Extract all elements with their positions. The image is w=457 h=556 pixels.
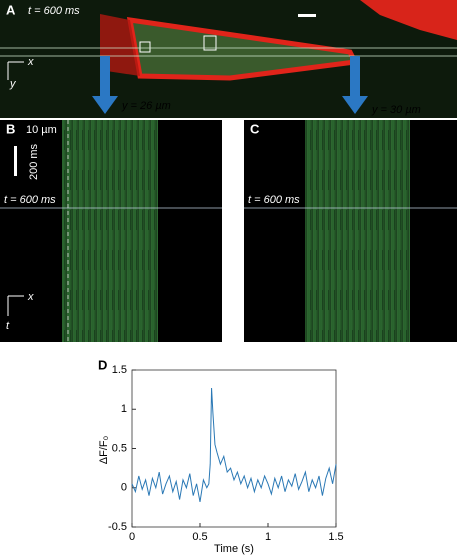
- x-tick-label: 1: [265, 531, 271, 543]
- axis-label: t: [6, 320, 10, 332]
- x-tick-label: 0.5: [192, 531, 207, 543]
- panel-label: A: [6, 2, 16, 17]
- time-label: t = 600 ms: [4, 194, 56, 206]
- plot-frame: [131, 369, 337, 528]
- x-axis-label: Time (s): [214, 543, 254, 555]
- y-tick-label: 1.5: [112, 364, 127, 376]
- arrow-label: y = 26 µm: [121, 100, 171, 112]
- arrows: y = 26 µm y = 30 µm: [92, 56, 421, 116]
- arrow-label: y = 30 µm: [371, 104, 421, 116]
- axis-label: x: [27, 56, 34, 68]
- x-tick-label: 0: [129, 531, 135, 543]
- scale-label: 10 µm: [26, 124, 57, 136]
- axis-label: y: [9, 78, 17, 90]
- y-axis-label: ΔF/F₀: [98, 436, 110, 464]
- scale-label: 200 ms: [28, 143, 40, 180]
- axis-label: x: [27, 291, 34, 303]
- panel-label: B: [6, 121, 15, 136]
- x-tick-label: 1.5: [328, 531, 343, 543]
- panel-a-image: A t = 600 ms x y: [0, 0, 457, 118]
- data-line: [131, 388, 337, 502]
- y-tick-label: 1: [121, 403, 127, 415]
- panel-label: D: [98, 357, 107, 372]
- time-label: t = 600 ms: [248, 194, 300, 206]
- panel-c-image: C t = 600 ms: [244, 120, 457, 342]
- y-tick-label: 0: [121, 482, 127, 494]
- line-chart: D Time (s) ΔF/F₀ -0.500.511.50 0.5 1 1.5: [98, 357, 344, 554]
- y-tick-label: -0.5: [108, 521, 127, 533]
- y-tick-label: 0.5: [112, 442, 127, 454]
- panel-b-image: B 10 µm 200 ms t = 600 ms x t: [0, 120, 222, 342]
- panel-label: C: [250, 121, 260, 136]
- time-label: t = 600 ms: [28, 5, 80, 17]
